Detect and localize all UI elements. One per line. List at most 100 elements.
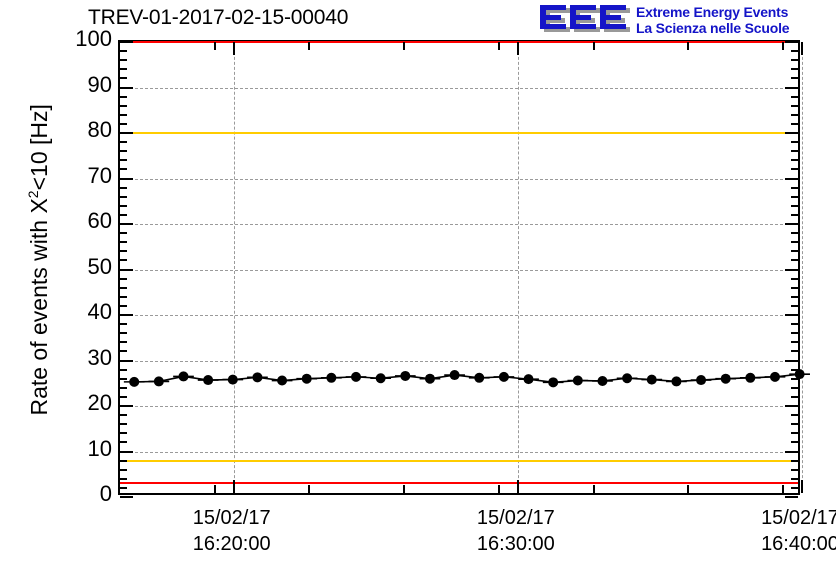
data-point <box>745 372 756 383</box>
y-tick-major-right <box>785 496 798 498</box>
y-tick-minor-right <box>791 295 798 298</box>
y-tick-minor-right <box>791 77 798 80</box>
y-tick-minor <box>120 423 127 426</box>
data-series-layer <box>123 369 810 388</box>
x-tick-minor-top <box>687 42 690 50</box>
y-tick-minor-right <box>791 486 798 489</box>
data-point <box>178 371 189 382</box>
y-tick-label: 50 <box>87 253 112 279</box>
y-tick-major <box>120 268 133 271</box>
y-tick-major-right <box>785 314 798 316</box>
data-point <box>622 373 633 384</box>
y-tick-minor-right <box>791 441 798 444</box>
y-tick-minor <box>120 386 127 389</box>
eee-logo-text: Extreme Energy Events La Scienza nelle S… <box>636 4 790 36</box>
y-tick-major <box>120 405 133 407</box>
y-tick-major-right <box>785 268 798 271</box>
lower-red-limit <box>120 481 798 484</box>
x-tick-minor <box>213 485 216 493</box>
x-tick-minor <box>592 485 595 493</box>
y-tick-minor-right <box>791 150 798 153</box>
y-tick-minor <box>120 50 127 53</box>
y-tick-minor-right <box>791 386 798 389</box>
x-tick-label: 15/02/17 16:30:00 <box>416 505 616 557</box>
y-tick-minor <box>120 204 127 207</box>
x-tick-major-top <box>801 42 803 55</box>
x-tick-major <box>801 480 803 493</box>
y-tick-minor <box>120 150 127 153</box>
x-tick-label-date: 15/02/17 <box>192 507 271 529</box>
data-markers <box>123 369 810 388</box>
y-tick-minor <box>120 277 127 280</box>
data-line <box>134 373 800 384</box>
y-tick-major-right <box>785 132 798 134</box>
y-tick-minor <box>120 468 127 471</box>
y-tick-major-right <box>785 86 798 89</box>
gridline-vertical <box>802 42 803 493</box>
y-tick-label: 40 <box>87 299 112 324</box>
y-tick-minor <box>120 122 127 125</box>
y-tick-major-right <box>785 177 798 180</box>
y-tick-minor <box>120 350 127 353</box>
y-tick-minor-right <box>791 332 798 335</box>
x-tick-minor-top <box>308 42 311 50</box>
data-point <box>351 371 362 382</box>
data-point <box>498 371 509 382</box>
y-tick-minor-right <box>791 232 798 235</box>
x-tick-minor <box>403 485 406 493</box>
y-tick-label: 60 <box>87 208 112 233</box>
y-tick-minor-right <box>791 50 798 53</box>
y-tick-minor <box>120 168 127 171</box>
x-tick-label-date: 15/02/17 <box>476 507 555 529</box>
y-tick-minor <box>120 259 127 262</box>
data-point <box>523 374 534 385</box>
y-tick-minor-right <box>791 168 798 171</box>
x-tick-minor-top <box>213 42 216 50</box>
data-point <box>424 373 435 384</box>
y-tick-major <box>120 359 133 362</box>
y-tick-minor <box>120 332 127 335</box>
y-tick-minor <box>120 141 127 144</box>
y-tick-minor-right <box>791 395 798 398</box>
y-tick-minor-right <box>791 468 798 471</box>
y-tick-minor <box>120 368 127 371</box>
y-tick-major <box>120 450 133 453</box>
y-tick-minor-right <box>791 59 798 62</box>
y-tick-minor-right <box>791 432 798 435</box>
y-tick-minor <box>120 441 127 444</box>
lower-yellow-limit <box>120 460 798 463</box>
y-tick-minor-right <box>791 286 798 289</box>
y-tick-minor-right <box>791 259 798 262</box>
data-point <box>794 369 805 380</box>
gridline-horizontal <box>120 224 798 225</box>
x-tick-major-top <box>232 42 235 55</box>
y-tick-minor <box>120 341 127 344</box>
y-tick-minor-right <box>791 368 798 371</box>
y-tick-minor-right <box>791 68 798 71</box>
x-tick-minor <box>308 485 311 493</box>
upper-yellow-limit <box>120 132 798 134</box>
y-tick-minor-right <box>791 241 798 244</box>
y-tick-minor <box>120 232 127 235</box>
y-tick-minor-right <box>791 141 798 144</box>
y-tick-minor <box>120 377 127 380</box>
x-tick-label-time: 16:30:00 <box>476 533 555 555</box>
x-tick-label: 15/02/17 16:20:00 <box>132 505 332 557</box>
y-tick-minor <box>120 104 127 107</box>
y-tick-minor-right <box>791 277 798 280</box>
y-tick-minor <box>120 186 127 189</box>
x-tick-label-date: 15/02/17 <box>761 507 836 529</box>
gridline-horizontal <box>120 87 798 89</box>
y-tick-major <box>120 314 133 316</box>
eee-logo-line1: Extreme Energy Events <box>636 4 789 20</box>
y-tick-minor-right <box>791 113 798 116</box>
y-tick-major-right <box>785 450 798 453</box>
y-tick-minor-right <box>791 350 798 353</box>
y-tick-label: 100 <box>75 26 112 51</box>
data-point <box>227 374 238 385</box>
y-tick-label: 30 <box>87 344 112 370</box>
y-tick-major <box>120 86 133 89</box>
y-tick-minor-right <box>791 104 798 107</box>
data-point <box>449 370 460 381</box>
